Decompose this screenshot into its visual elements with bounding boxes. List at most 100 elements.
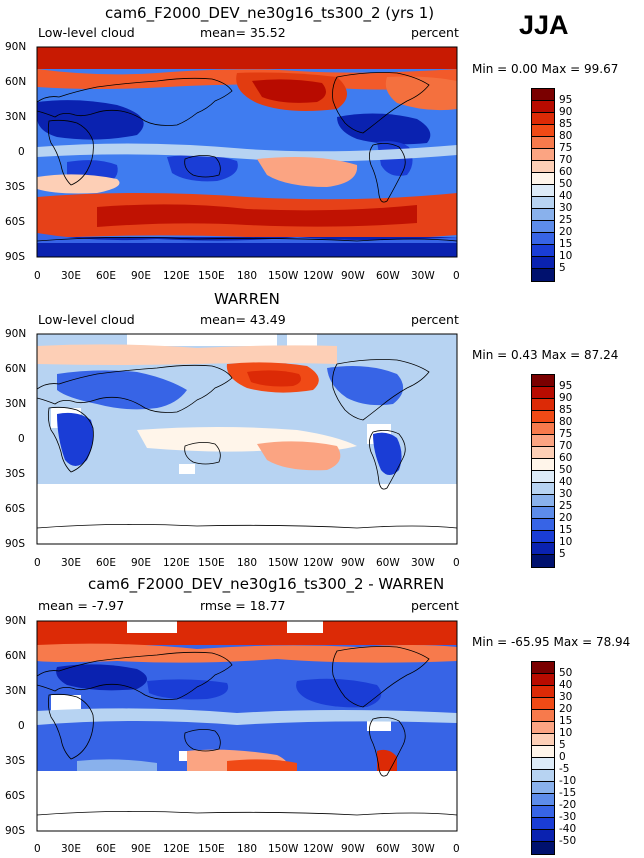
- colorbar-swatch: [532, 483, 554, 495]
- colorbar-swatch: [532, 411, 554, 423]
- colorbar-swatch: [532, 257, 554, 269]
- panel1-lat-tick: 60N: [5, 76, 27, 88]
- panel1-lon-tick: 60W: [376, 270, 400, 282]
- colorbar-label: 20: [559, 703, 573, 715]
- colorbar-label: -30: [559, 811, 577, 823]
- panel3-lon-tick: 90W: [341, 843, 365, 855]
- panel2-variable-label: Low-level cloud: [38, 312, 135, 327]
- colorbar-label: -5: [559, 763, 570, 775]
- colorbar-label: 80: [559, 130, 573, 142]
- panel2-lon-tick: 120W: [303, 557, 334, 569]
- panel3-mean-label: mean = -7.97: [38, 598, 125, 613]
- colorbar-swatch: [532, 89, 554, 101]
- panel2-lat-tick: 30S: [5, 468, 26, 480]
- colorbar-swatch: [532, 387, 554, 399]
- colorbar-label: -20: [559, 799, 577, 811]
- colorbar-swatch: [532, 734, 554, 746]
- colorbar-label: 90: [559, 392, 573, 404]
- colorbar-swatch: [532, 770, 554, 782]
- colorbar-label: 15: [559, 238, 573, 250]
- colorbar-label: 95: [559, 380, 573, 392]
- panel2-lon-tick: 60E: [96, 557, 116, 569]
- panel3-lon-tick: 120W: [303, 843, 334, 855]
- panel2-lat-tick: 60S: [5, 503, 26, 515]
- panel1-lon-tick: 90W: [341, 270, 365, 282]
- panel1-colorbar: [531, 88, 555, 282]
- colorbar-swatch: [532, 447, 554, 459]
- colorbar-swatch: [532, 686, 554, 698]
- colorbar-label: -40: [559, 823, 577, 835]
- colorbar-swatch: [532, 137, 554, 149]
- colorbar-swatch: [532, 495, 554, 507]
- panel3-minmax: Min = -65.95 Max = 78.94: [472, 635, 631, 649]
- colorbar-label: 0: [559, 751, 566, 763]
- panel1-variable-label: Low-level cloud: [38, 25, 135, 40]
- colorbar-swatch: [532, 758, 554, 770]
- panel3-lon-tick: 0: [453, 843, 460, 855]
- panel3-lat-tick: 60S: [5, 790, 26, 802]
- colorbar-swatch: [532, 269, 554, 281]
- colorbar-swatch: [532, 555, 554, 567]
- panel3-lon-tick: 180: [237, 843, 258, 855]
- panel2-lat-tick: 90S: [5, 538, 26, 550]
- panel1-minmax: Min = 0.00 Max = 99.67: [472, 62, 619, 76]
- panel1-lon-tick: 120W: [303, 270, 334, 282]
- panel2-coastlines: [36, 359, 458, 529]
- colorbar-label: 50: [559, 178, 573, 190]
- colorbar-swatch: [532, 375, 554, 387]
- panel3-lat-tick: 30S: [5, 755, 26, 767]
- panel3-coastlines: [36, 646, 458, 816]
- panel1-coastlines: [36, 72, 458, 242]
- panel2-lon-tick: 150W: [268, 557, 299, 569]
- colorbar-label: 15: [559, 715, 573, 727]
- colorbar-swatch: [532, 209, 554, 221]
- colorbar-swatch: [532, 233, 554, 245]
- colorbar-swatch: [532, 806, 554, 818]
- colorbar-label: 60: [559, 166, 573, 178]
- colorbar-label: 5: [559, 548, 566, 560]
- colorbar-label: 25: [559, 214, 573, 226]
- colorbar-label: -10: [559, 775, 577, 787]
- colorbar-label: 30: [559, 488, 573, 500]
- panel2-colorbar: [531, 374, 555, 568]
- panel1-lon-tick: 150W: [268, 270, 299, 282]
- panel1-lon-tick: 30W: [411, 270, 435, 282]
- colorbar-swatch: [532, 698, 554, 710]
- panel1-lon-tick: 150E: [198, 270, 225, 282]
- colorbar-swatch: [532, 710, 554, 722]
- panel2-minmax: Min = 0.43 Max = 87.24: [472, 348, 619, 362]
- colorbar-swatch: [532, 674, 554, 686]
- panel3-lat-tick: 30N: [5, 685, 27, 697]
- colorbar-label: 95: [559, 94, 573, 106]
- colorbar-label: 10: [559, 727, 573, 739]
- colorbar-swatch: [532, 197, 554, 209]
- colorbar-label: 75: [559, 142, 573, 154]
- panel2-lon-tick: 30W: [411, 557, 435, 569]
- colorbar-swatch: [532, 782, 554, 794]
- colorbar-label: 40: [559, 476, 573, 488]
- panel2-lon-tick: 90W: [341, 557, 365, 569]
- colorbar-label: 50: [559, 667, 573, 679]
- colorbar-label: 20: [559, 512, 573, 524]
- colorbar-swatch: [532, 149, 554, 161]
- colorbar-swatch: [532, 399, 554, 411]
- panel1-lon-tick: 180: [237, 270, 258, 282]
- panel2-units-label: percent: [411, 312, 459, 327]
- panel2-mean-label: mean= 43.49: [200, 312, 286, 327]
- colorbar-swatch: [532, 794, 554, 806]
- panel2-title: WARREN: [214, 290, 280, 308]
- panel3-lon-tick: 90E: [131, 843, 151, 855]
- panel1-lat-tick: 30N: [5, 111, 27, 123]
- colorbar-label: 20: [559, 226, 573, 238]
- panel2-lat-tick: 30N: [5, 398, 27, 410]
- colorbar-swatch: [532, 507, 554, 519]
- panel3-lon-tick: 150E: [198, 843, 225, 855]
- colorbar-swatch: [532, 459, 554, 471]
- colorbar-label: -50: [559, 835, 577, 847]
- colorbar-swatch: [532, 161, 554, 173]
- panel3-rmse-label: rmse = 18.77: [200, 598, 286, 613]
- colorbar-label: 70: [559, 154, 573, 166]
- panel1-field-arctic: [37, 47, 457, 69]
- panel2-lon-tick: 150E: [198, 557, 225, 569]
- panel1-lon-tick: 90E: [131, 270, 151, 282]
